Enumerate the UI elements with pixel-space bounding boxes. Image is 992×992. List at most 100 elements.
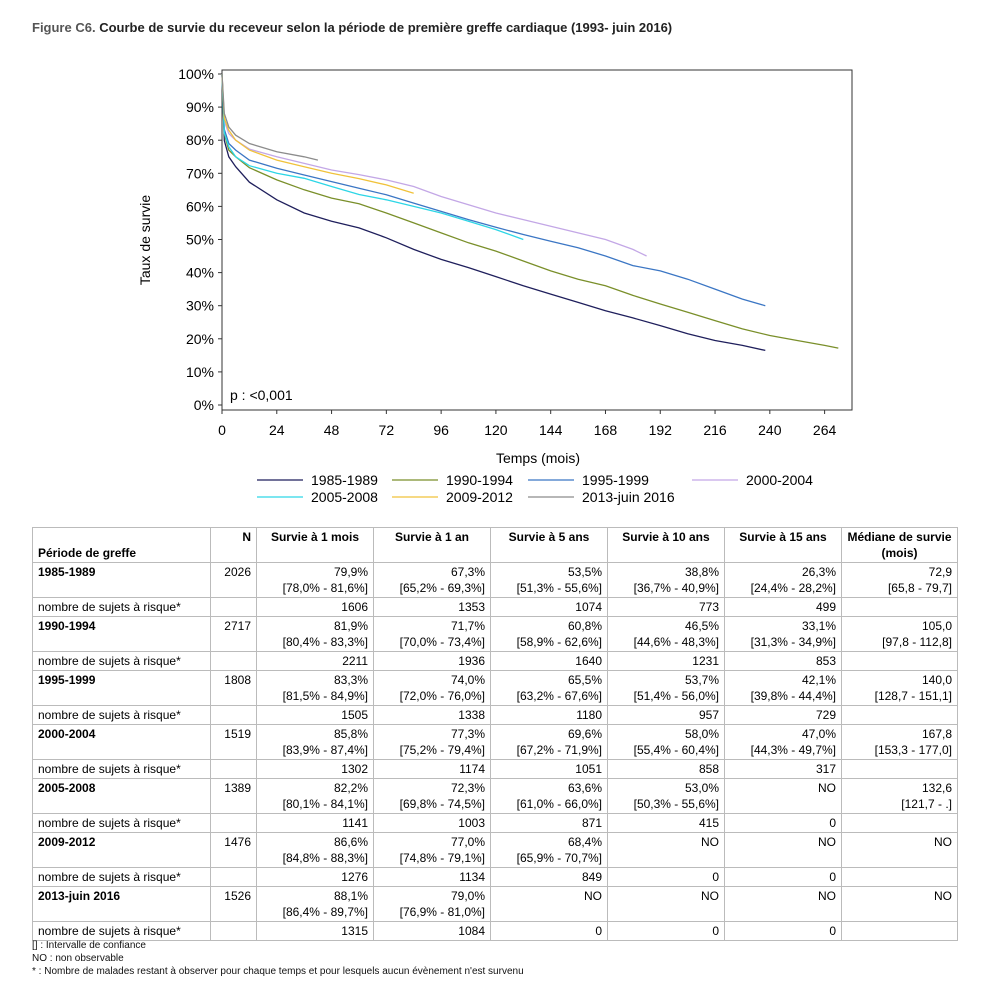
confidence-interval: [75,2% - 79,4%] — [399, 743, 485, 757]
survival-value: 88,1% — [333, 889, 368, 903]
y-tick-label: 10% — [186, 364, 214, 380]
empty-cell — [841, 867, 958, 887]
survival-cell: 85,8% [83,9% - 87,4%] — [256, 724, 374, 760]
survival-value: 67,3% — [450, 565, 485, 579]
header-survival-1-year: Survie à 1 an — [373, 527, 491, 563]
n-cell: 2717 — [210, 616, 257, 652]
header-n: N — [210, 527, 257, 563]
header-survival-10-years: Survie à 10 ans — [607, 527, 725, 563]
survival-cell: 63,6% [61,0% - 66,0%] — [490, 778, 608, 814]
confidence-interval: [74,8% - 79,1%] — [399, 851, 485, 865]
x-tick-label: 264 — [813, 422, 837, 438]
series-lines — [221, 73, 839, 352]
survival-value: 53,5% — [567, 565, 602, 579]
survival-cell: 79,9% [78,0% - 81,6%] — [256, 562, 374, 598]
survival-value: NO — [818, 835, 836, 849]
confidence-interval: [65,2% - 69,3%] — [399, 581, 485, 595]
risk-row: nombre de sujets à risque* 1315 1084 0 0 0 — [32, 921, 958, 941]
survival-cell: 105,0 [97,8 - 112,8] — [841, 616, 958, 652]
x-tick-label: 0 — [218, 422, 226, 438]
series-line-2005-2008 — [221, 73, 524, 241]
survival-value: 53,7% — [684, 673, 719, 687]
n-cell: 1519 — [210, 724, 257, 760]
survival-value: 63,6% — [567, 781, 602, 795]
legend-label: 1995-1999 — [582, 472, 649, 488]
confidence-interval: [65,8 - 79,7] — [887, 581, 952, 595]
series-line-1995-1999 — [221, 73, 766, 307]
risk-count: 1231 — [607, 651, 725, 671]
confidence-interval: [80,4% - 83,3%] — [282, 635, 368, 649]
confidence-interval: [36,7% - 40,9%] — [633, 581, 719, 595]
survival-value: 47,0% — [801, 727, 836, 741]
survival-cell: 53,0% [50,3% - 55,6%] — [607, 778, 725, 814]
period-cell: 2009-2012 — [32, 832, 211, 868]
risk-label: nombre de sujets à risque* — [32, 651, 211, 671]
survival-value: 132,6 — [921, 781, 952, 795]
y-tick-label: 50% — [186, 232, 214, 248]
confidence-interval: [51,4% - 56,0%] — [633, 689, 719, 703]
period-cell: 2005-2008 — [32, 778, 211, 814]
confidence-interval: [69,8% - 74,5%] — [399, 797, 485, 811]
table-header-row: Période de greffe N Survie à 1 mois Surv… — [32, 527, 958, 563]
risk-count: 1003 — [373, 813, 491, 833]
table-row: 2000-2004 1519 85,8% [83,9% - 87,4%] 77,3% [7… — [32, 724, 958, 760]
empty-cell — [210, 651, 257, 671]
survival-cell: NO — [724, 832, 842, 868]
risk-count: 853 — [724, 651, 842, 671]
risk-count: 0 — [724, 813, 842, 833]
survival-value: 46,5% — [684, 619, 719, 633]
survival-cell: 86,6% [84,8% - 88,3%] — [256, 832, 374, 868]
risk-count: 1315 — [256, 921, 374, 941]
empty-cell — [841, 921, 958, 941]
survival-cell: 67,3% [65,2% - 69,3%] — [373, 562, 491, 598]
survival-value: 83,3% — [333, 673, 368, 687]
survival-cell: 60,8% [58,9% - 62,6%] — [490, 616, 608, 652]
header-survival-5-years: Survie à 5 ans — [490, 527, 608, 563]
n-cell: 2026 — [210, 562, 257, 598]
confidence-interval: [128,7 - 151,1] — [874, 689, 952, 703]
survival-cell: 72,3% [69,8% - 74,5%] — [373, 778, 491, 814]
survival-cell: 53,7% [51,4% - 56,0%] — [607, 670, 725, 706]
x-tick-label: 72 — [379, 422, 395, 438]
risk-count: 957 — [607, 705, 725, 725]
risk-count: 0 — [724, 867, 842, 887]
figure-title-text: Courbe de survie du receveur selon la pé… — [99, 20, 673, 35]
survival-cell: 81,9% [80,4% - 83,3%] — [256, 616, 374, 652]
x-tick-label: 120 — [484, 422, 508, 438]
legend-item: 2000-2004 — [692, 472, 813, 488]
risk-count: 1276 — [256, 867, 374, 887]
y-axis-label: Taux de survie — [137, 195, 153, 285]
confidence-interval: [83,9% - 87,4%] — [282, 743, 368, 757]
survival-value: 86,6% — [333, 835, 368, 849]
risk-label: nombre de sujets à risque* — [32, 867, 211, 887]
legend-item: 2005-2008 — [257, 489, 378, 505]
survival-table: Période de greffe N Survie à 1 mois Surv… — [32, 527, 958, 941]
x-tick-label: 192 — [649, 422, 673, 438]
empty-cell — [210, 867, 257, 887]
legend-item: 2013-juin 2016 — [528, 489, 675, 505]
table-body: 1985-1989 2026 79,9% [78,0% - 81,6%] 67,3% [6… — [32, 562, 958, 941]
legend: 1985-1989 1990-1994 1995-1999 2000-2004 2005… — [257, 472, 813, 505]
header-survival-1-month: Survie à 1 mois — [256, 527, 374, 563]
survival-value: NO — [818, 889, 836, 903]
y-tick-label: 80% — [186, 132, 214, 148]
risk-count: 499 — [724, 597, 842, 617]
risk-count: 1338 — [373, 705, 491, 725]
survival-cell: NO — [490, 886, 608, 922]
risk-count: 871 — [490, 813, 608, 833]
survival-value: 42,1% — [801, 673, 836, 687]
confidence-interval: [84,8% - 88,3%] — [282, 851, 368, 865]
survival-cell: 72,9 [65,8 - 79,7] — [841, 562, 958, 598]
risk-count: 849 — [490, 867, 608, 887]
risk-count: 0 — [607, 867, 725, 887]
risk-count: 0 — [607, 921, 725, 941]
figure-number: Figure C6. — [32, 20, 96, 35]
risk-count: 1051 — [490, 759, 608, 779]
confidence-interval: [44,6% - 48,3%] — [633, 635, 719, 649]
x-tick-label: 24 — [269, 422, 285, 438]
survival-cell: 65,5% [63,2% - 67,6%] — [490, 670, 608, 706]
legend-label: 2005-2008 — [311, 489, 378, 505]
confidence-interval: [61,0% - 66,0%] — [516, 797, 602, 811]
series-line-2009-2012 — [221, 73, 414, 194]
series-line-2013-juin-2016 — [221, 73, 319, 161]
